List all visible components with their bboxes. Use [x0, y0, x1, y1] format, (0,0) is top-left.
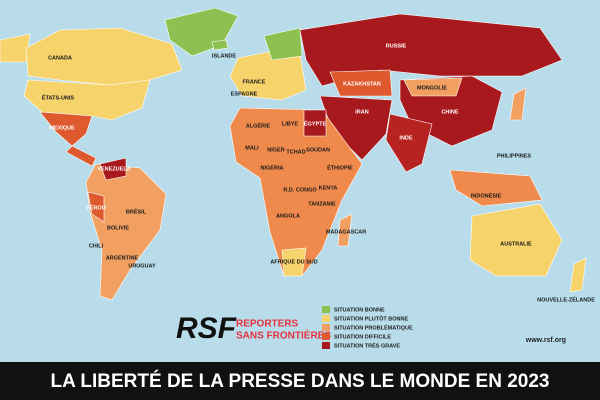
mongolia	[403, 77, 463, 97]
country-label: MONGOLIE	[417, 85, 447, 91]
legend-swatch	[322, 333, 330, 340]
legend-label: SITUATION PLUTÔT BONNE	[334, 314, 408, 322]
country-label: LIBYE	[282, 121, 299, 127]
country-label: NOUVELLE-ZÉLANDE	[537, 295, 595, 303]
mexico	[39, 111, 93, 147]
country-label: CHINE	[441, 109, 458, 115]
country-label: FRANCE	[243, 79, 266, 85]
country-label: ESPAGNE	[231, 91, 258, 97]
south-america	[85, 163, 167, 301]
url: www.rsf.org	[525, 337, 566, 344]
logo-mark: RSF	[176, 312, 237, 345]
legend-label: SITUATION TRÈS GRAVE	[334, 341, 400, 349]
central-america	[65, 145, 97, 167]
footer-title: LA LIBERTÉ DE LA PRESSE DANS LE MONDE EN…	[50, 370, 549, 392]
country-label: PHILIPPINES	[497, 153, 532, 159]
country-label: ÉTATS-UNIS	[42, 93, 75, 101]
country-label: AFRIQUE DU SUD	[270, 259, 317, 265]
alaska	[0, 33, 31, 63]
world-map	[0, 7, 587, 301]
usa	[23, 79, 151, 121]
russia	[299, 13, 563, 87]
venezuela	[99, 157, 127, 181]
country-labels: CANADA ÉTATS-UNIS MEXIQUE VENEZUELA PÉRO…	[42, 43, 595, 303]
legend-swatch	[322, 315, 330, 322]
country-label: IRAN	[355, 109, 368, 115]
country-label: INDE	[399, 135, 412, 141]
peru	[87, 191, 105, 223]
country-label: BRÉSIL	[126, 207, 147, 215]
logo: RSF REPORTERS SANS FRONTIÈRES	[176, 312, 331, 345]
country-label: TCHAD	[286, 149, 305, 155]
country-label: NIGERIA	[261, 165, 284, 171]
canada	[25, 27, 183, 86]
japan	[509, 87, 527, 121]
country-label: CHILI	[89, 243, 104, 249]
country-label: SOUDAN	[306, 147, 330, 153]
legend-swatch	[322, 324, 330, 331]
south-africa	[281, 247, 307, 277]
australia	[469, 203, 563, 277]
logo-line: REPORTERS	[236, 319, 299, 330]
country-label: ÉTHIOPIE	[327, 163, 353, 171]
new-zealand	[569, 257, 587, 293]
country-label: MEXIQUE	[49, 125, 75, 131]
country-label: PÉROU	[86, 203, 106, 211]
iceland	[211, 39, 229, 51]
country-label: URUGUAY	[128, 263, 156, 269]
legend-swatch	[322, 342, 330, 349]
country-label: BOLIVIE	[107, 225, 129, 231]
kazakhstan	[329, 69, 393, 97]
legend-label: SITUATION DIFFICILE	[334, 334, 391, 340]
legend-swatch	[322, 306, 330, 313]
madagascar	[337, 213, 353, 247]
country-label: ISLANDE	[212, 53, 236, 59]
country-label: RUSSIE	[386, 43, 407, 49]
country-label: ALGÉRIE	[246, 121, 271, 129]
country-label: MALI	[245, 145, 259, 151]
scandinavia	[263, 27, 303, 61]
legend-label: SITUATION BONNE	[334, 307, 385, 313]
country-label: INDONÉSIE	[471, 191, 502, 199]
country-label: KAZAKHSTAN	[343, 81, 381, 87]
footer-bar	[0, 362, 600, 400]
country-label: AUSTRALIE	[500, 241, 532, 247]
country-label: NIGER	[267, 147, 284, 153]
country-label: ARGENTINE	[106, 255, 139, 261]
country-label: ÉGYPTE	[304, 119, 327, 127]
southeast-asia	[449, 169, 543, 207]
egypt	[303, 109, 327, 137]
country-label: ANGOLA	[276, 213, 300, 219]
logo-line: SANS FRONTIÈRES	[236, 329, 331, 342]
country-label: MADAGASCAR	[326, 229, 366, 235]
india	[385, 113, 433, 173]
country-label: CANADA	[48, 55, 72, 61]
country-label: TANZANIE	[308, 201, 336, 207]
country-label: VENEZUELA	[97, 166, 130, 172]
country-label: R.D. CONGO	[283, 187, 317, 193]
legend-label: SITUATION PROBLÉMATIQUE	[334, 323, 413, 331]
country-label: KENYA	[319, 185, 338, 191]
